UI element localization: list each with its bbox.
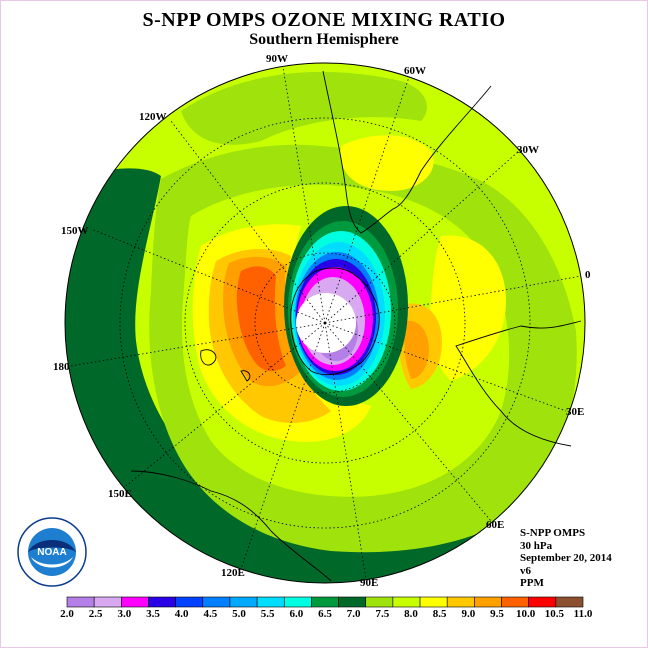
info-date: September 20, 2014 (520, 552, 612, 564)
ozone-field (65, 63, 585, 583)
longitude-label-0: 0 (585, 269, 591, 281)
colorbar-swatch (202, 596, 231, 608)
colorbar-swatch (446, 596, 475, 608)
graticule (70, 66, 582, 580)
colorbar-swatch (66, 596, 95, 608)
noaa-logo: NOAA (17, 517, 87, 587)
colorbar-swatch (474, 596, 502, 608)
colorbar-tick-label: 4.0 (174, 608, 189, 620)
colorbar-swatch (501, 596, 529, 608)
colorbar-tick-label: 5.0 (232, 608, 246, 620)
ozone-band-7-5-north (181, 71, 427, 145)
colorbar-swatch (229, 596, 258, 608)
ozone-band-8-5-north (340, 135, 434, 191)
colorbar-tick-label: 2.5 (88, 608, 103, 620)
info-block: S-NPP OMPS 30 hPa September 20, 2014 v6 … (520, 527, 612, 590)
map-subtitle: Southern Hemisphere (249, 31, 399, 48)
colorbar-swatch (365, 596, 394, 608)
colorbar-tick-label: 9.0 (461, 608, 476, 620)
info-pressure: 30 hPa (520, 539, 553, 552)
colorbar-tick-label: 8.5 (432, 608, 447, 620)
colorbar-swatch (392, 596, 421, 608)
colorbar-tick-label: 3.0 (117, 608, 132, 620)
info-instrument: S-NPP OMPS (520, 527, 586, 539)
info-version: v6 (520, 564, 531, 577)
colorbar-tick-label: 6.5 (318, 608, 332, 620)
longitude-label-30e: 30E (566, 406, 585, 418)
noaa-logo-text: NOAA (37, 547, 66, 558)
colorbar-swatch (419, 596, 448, 608)
longitude-label-150w: 150W (61, 225, 89, 237)
colorbar-swatch (528, 596, 557, 608)
colorbar-tick-label: 7.5 (375, 608, 390, 620)
ozone-band-9-5-east (404, 320, 429, 379)
longitude-label-90w: 90W (266, 53, 288, 65)
colorbar-tick-label: 10.5 (544, 608, 564, 620)
coast-south-america (322, 70, 492, 234)
ozone-band-7-0 (65, 168, 585, 583)
colorbar-tick-label: 6.0 (289, 608, 304, 620)
colorbar-swatch (338, 596, 367, 608)
map-boundary (64, 62, 586, 584)
colorbar-swatch (148, 596, 176, 608)
colorbar-swatch (121, 596, 149, 608)
colorbar-swatch (555, 596, 584, 608)
longitude-label-30w: 30W (517, 144, 539, 156)
colorbar-swatch (283, 596, 312, 608)
coastlines (130, 70, 582, 582)
colorbar-tick-label: 3.5 (146, 608, 160, 620)
longitude-label-180: 180 (53, 361, 70, 373)
coast-antarctica (290, 267, 380, 376)
colorbar-tick-label: 8.0 (404, 608, 418, 620)
colorbar-tick-label: 11.0 (573, 608, 593, 620)
colorbar-tick-label: 7.0 (346, 608, 361, 620)
ozone-band-10-5 (236, 266, 286, 372)
colorbar-swatch (256, 596, 285, 608)
longitude-label-60w: 60W (404, 65, 426, 77)
coast-nz (200, 349, 251, 382)
longitude-label-90e: 90E (360, 577, 379, 589)
info-units: PPM (520, 577, 544, 589)
colorbar-tick-label: 4.5 (203, 608, 218, 620)
coast-australia (130, 470, 332, 582)
colorbar-tick-label: 10.0 (516, 608, 536, 620)
ozone-band-8-5-east (429, 235, 506, 381)
longitude-label-120w: 120W (139, 111, 167, 123)
longitude-label-150e: 150E (108, 488, 132, 500)
colorbar-swatch (93, 596, 122, 608)
colorbar-swatch (175, 596, 204, 608)
colorbar-tick-label: 2.0 (60, 608, 74, 620)
colorbar-tick-label: 9.5 (490, 608, 504, 620)
colorbar-tick-label: 5.5 (260, 608, 275, 620)
longitude-label-120e: 120E (221, 567, 245, 579)
longitude-label-60e: 60E (486, 519, 505, 531)
colorbar-swatch (311, 596, 339, 608)
coast-africa (455, 320, 582, 447)
map-title: S-NPP OMPS OZONE MIXING RATIO (142, 9, 506, 31)
